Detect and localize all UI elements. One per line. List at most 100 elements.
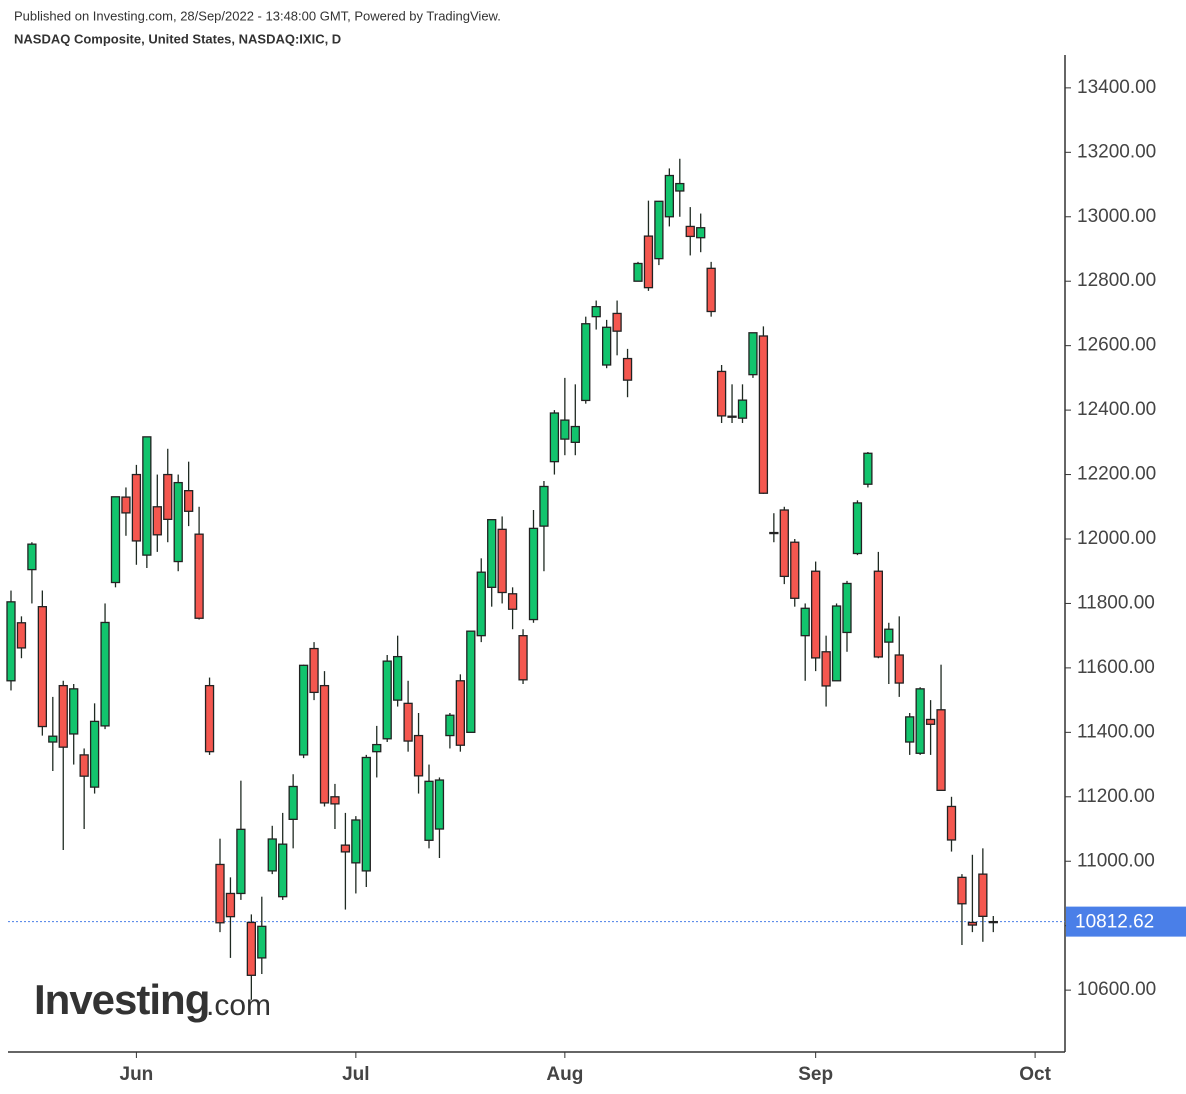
candle-body	[581, 323, 591, 402]
candle-body	[58, 684, 68, 748]
candle-body	[748, 332, 758, 376]
candle-body	[48, 735, 58, 743]
candle-body	[246, 921, 257, 976]
candle-body	[152, 506, 162, 536]
candle-body	[319, 684, 330, 804]
candle-body	[413, 734, 424, 777]
candle-body	[69, 688, 79, 735]
candle-body	[445, 714, 455, 737]
candle-body	[737, 399, 748, 419]
candle-body	[622, 357, 633, 381]
candle-body	[361, 756, 371, 872]
candle-body	[654, 200, 664, 260]
candle-body	[507, 593, 518, 610]
x-tick-label: Jun	[120, 1064, 154, 1085]
y-tick-label: 13400.00	[1077, 77, 1156, 98]
candle-body	[131, 473, 142, 542]
candle-body	[863, 452, 873, 485]
logo-suffix: .com	[206, 989, 271, 1022]
candle-body	[884, 628, 894, 643]
candle-body	[539, 485, 549, 527]
candle-body	[612, 312, 622, 332]
publisher-line: Published on Investing.com, 28/Sep/2022 …	[14, 8, 501, 23]
chart-title: NASDAQ Composite, United States, NASDAQ:…	[14, 31, 341, 46]
candle-body	[434, 779, 445, 830]
candle-body	[392, 655, 403, 701]
y-tick-label: 11600.00	[1077, 657, 1155, 678]
candle-body	[643, 235, 654, 289]
y-tick-label: 12400.00	[1077, 399, 1156, 420]
candle-body	[946, 805, 957, 841]
candle-body	[309, 647, 319, 694]
candle-body	[121, 496, 131, 514]
candle-body	[37, 606, 47, 728]
candle-body	[706, 267, 716, 313]
candle-body	[455, 680, 466, 746]
candle-body	[298, 664, 309, 756]
candle-body	[351, 819, 361, 864]
candle-body	[696, 227, 706, 239]
candle-body	[6, 601, 16, 682]
candle-body	[549, 412, 560, 463]
candle-body	[267, 838, 277, 872]
candle-body	[967, 921, 978, 926]
candle-body	[936, 709, 946, 791]
y-tick-label: 13200.00	[1077, 141, 1156, 162]
candle-body	[194, 533, 204, 619]
candle-body	[204, 684, 215, 753]
last-price-label: 10812.62	[1075, 912, 1154, 933]
candle-body	[894, 654, 904, 684]
candle-body	[831, 605, 842, 682]
candle-body	[330, 796, 340, 805]
x-tick-label: Aug	[546, 1064, 583, 1085]
candle-body	[466, 630, 476, 733]
candle-body	[403, 702, 413, 742]
candle-body	[852, 502, 863, 555]
x-tick-label: Oct	[1019, 1064, 1051, 1085]
candle-body	[800, 607, 810, 637]
y-tick-label: 11200.00	[1077, 786, 1155, 807]
candle-body	[727, 415, 737, 418]
y-tick-label: 12200.00	[1077, 464, 1156, 485]
candle-body	[915, 688, 925, 754]
candle-body	[716, 370, 727, 417]
candle-body	[215, 863, 225, 924]
candle-body	[110, 496, 121, 584]
x-tick-label: Jul	[342, 1064, 369, 1085]
candle-body	[758, 335, 769, 494]
y-tick-label: 11000.00	[1077, 850, 1155, 871]
y-tick-label: 12000.00	[1077, 528, 1156, 549]
logo-brand: Investing	[34, 976, 209, 1023]
y-tick-label: 10600.00	[1077, 979, 1156, 1000]
candle-body	[142, 436, 152, 556]
candle-body	[957, 876, 967, 905]
candle-body	[664, 174, 674, 218]
candle-body	[27, 543, 37, 571]
y-tick-label: 11800.00	[1077, 592, 1155, 613]
candle-body	[978, 873, 988, 917]
candle-body	[163, 473, 173, 520]
x-tick-label: Sep	[798, 1064, 833, 1085]
candle-body	[602, 326, 612, 366]
candle-body	[89, 720, 100, 788]
candle-body	[16, 622, 27, 649]
candle-body	[288, 785, 298, 820]
candle-body	[476, 571, 486, 637]
candle-body	[183, 490, 194, 512]
candle-body	[811, 570, 821, 659]
candle-body	[497, 528, 507, 594]
candle-body	[570, 425, 580, 443]
candle-body	[790, 541, 800, 599]
candle-body	[278, 843, 288, 898]
y-tick-label: 13000.00	[1077, 206, 1156, 227]
candle-body	[100, 621, 110, 727]
candle-body	[675, 182, 685, 192]
candle-body	[769, 531, 779, 535]
candle-body	[633, 262, 643, 282]
candle-body	[779, 509, 789, 578]
y-tick-label: 12800.00	[1077, 270, 1156, 291]
candle-body	[842, 582, 852, 634]
y-tick-label: 11400.00	[1077, 721, 1155, 742]
candle-body	[560, 419, 570, 440]
